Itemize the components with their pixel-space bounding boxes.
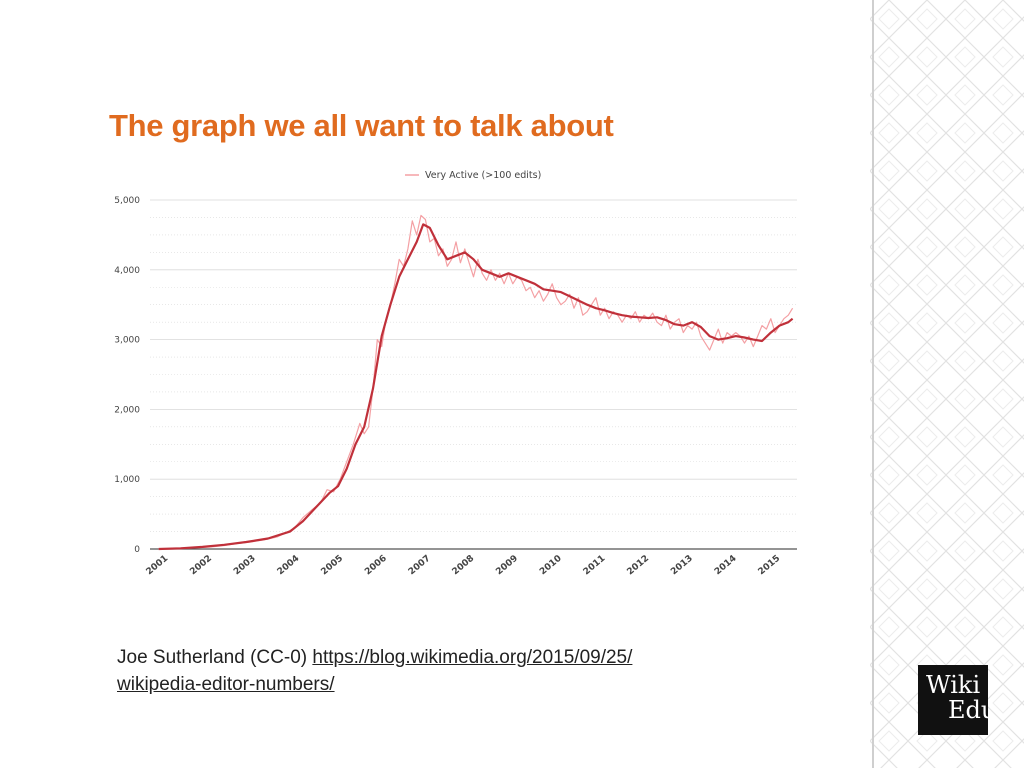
y-tick-label: 3,000 [114,336,140,346]
x-tick-label: 2010 [538,554,564,578]
x-tick-label: 2005 [320,554,346,578]
side-divider [872,0,874,768]
x-tick-label: 2006 [363,554,389,578]
line-chart: 0 1,000 2,000 3,000 4,000 5,000 2001 2002 2003 20… [114,170,797,578]
x-tick-label: 2009 [494,554,520,578]
source-link-line2: wikipedia-editor-numbers/ [117,674,335,695]
x-tick-label: 2003 [232,554,258,578]
x-tick-label: 2002 [188,554,214,578]
x-tick-label: 2014 [713,554,739,578]
x-tick-label: 2011 [582,554,608,578]
legend-label: Very Active (>100 edits) [425,170,541,181]
source-link[interactable]: https://blog.wikimedia.org/2015/09/25/wi… [117,647,632,695]
y-tick-label: 1,000 [114,475,140,485]
diamond-lattice-pattern-icon [870,0,1024,768]
x-tick-label: 2012 [626,554,652,578]
wiki-edu-logo: Wiki Edu [918,665,988,735]
y-tick-label: 5,000 [114,196,140,206]
x-tick-label: 2004 [276,554,302,578]
x-tick-label: 2013 [669,554,695,578]
x-tick-label: 2008 [451,554,477,578]
series-line-very-active [158,214,794,550]
series-line-smoothed [158,223,794,551]
x-tick-label: 2007 [407,554,433,578]
logo-line1: Wiki [926,671,981,699]
decorative-side-pattern [870,0,1024,768]
y-tick-label: 4,000 [114,266,140,276]
source-link-line1: https://blog.wikimedia.org/2015/09/25/ [312,647,633,668]
logo-line2: Edu [948,696,988,724]
y-tick-label: 2,000 [114,405,140,415]
x-tick-label: 2001 [145,554,171,578]
y-tick-label: 0 [134,545,140,555]
x-tick-label: 2015 [757,554,783,578]
slide-title: The graph we all want to talk about [109,108,614,143]
caption: Joe Sutherland (CC-0) https://blog.wikim… [117,644,817,698]
caption-credit: Joe Sutherland (CC-0) [117,647,313,668]
